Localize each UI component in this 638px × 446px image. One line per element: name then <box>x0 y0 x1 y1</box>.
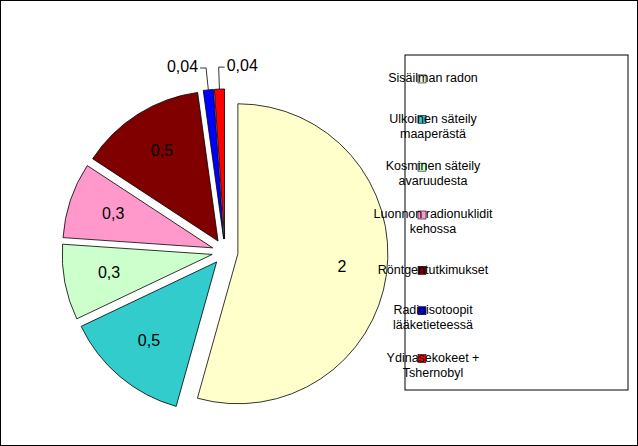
svg-text:Luonnon radionukliditkehossa: Luonnon radionukliditkehossa <box>374 207 493 236</box>
svg-text:0,04: 0,04 <box>167 58 198 75</box>
svg-text:Kosminen säteilyavaruudesta: Kosminen säteilyavaruudesta <box>386 159 481 188</box>
svg-text:2: 2 <box>337 258 346 275</box>
svg-text:Röntgentutkimukset: Röntgentutkimukset <box>378 263 489 277</box>
svg-text:0,3: 0,3 <box>102 205 124 222</box>
svg-text:0,04: 0,04 <box>227 57 258 74</box>
svg-text:Sisäilman radon: Sisäilman radon <box>388 71 478 85</box>
svg-text:Ulkoinen säteilymaaperästä: Ulkoinen säteilymaaperästä <box>389 112 477 141</box>
svg-text:0,3: 0,3 <box>98 264 120 281</box>
svg-text:Radioisotoopitlääketieteessä: Radioisotoopitlääketieteessä <box>393 303 473 332</box>
svg-text:0,5: 0,5 <box>151 142 173 159</box>
svg-text:0,5: 0,5 <box>138 332 160 349</box>
svg-text:Ydinasekokeet +Tshernobyl: Ydinasekokeet +Tshernobyl <box>387 351 480 380</box>
